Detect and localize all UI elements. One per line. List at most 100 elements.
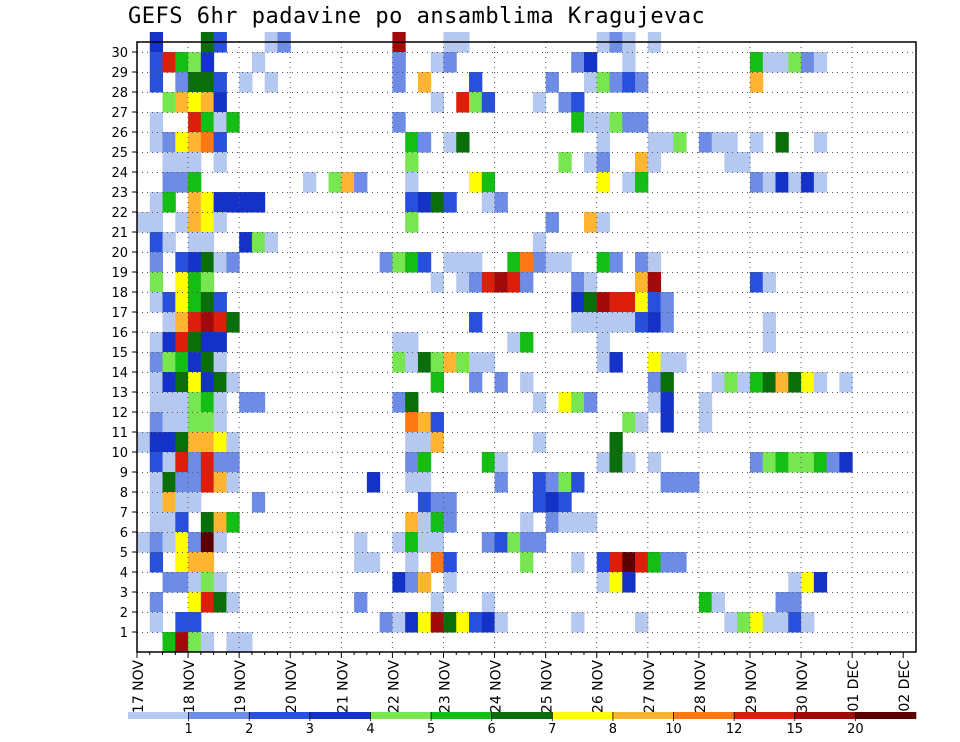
heatmap-cell: [200, 232, 215, 253]
heatmap-cell: [405, 452, 419, 473]
heatmap-cell: [200, 52, 215, 73]
heatmap-cell: [596, 292, 611, 313]
heatmap-cell: [175, 472, 189, 493]
heatmap-cell: [430, 412, 444, 433]
heatmap-cell: [571, 512, 585, 533]
heatmap-cell: [188, 332, 202, 353]
heatmap-cell: [813, 52, 828, 73]
heatmap-cell: [175, 252, 189, 273]
heatmap-cell: [188, 132, 202, 153]
heatmap-cell: [175, 512, 189, 533]
heatmap-cell: [149, 52, 164, 73]
heatmap-cell: [366, 472, 381, 493]
heatmap-cell: [596, 332, 611, 353]
heatmap-cell: [660, 292, 674, 313]
heatmap-cell: [698, 412, 713, 433]
legend-swatch: [188, 712, 250, 719]
legend-swatch: [794, 712, 856, 719]
heatmap-cell: [635, 72, 649, 93]
heatmap-cell: [520, 252, 534, 273]
heatmap-cell: [469, 372, 483, 393]
heatmap-cell: [366, 552, 381, 573]
heatmap-cell: [188, 492, 202, 513]
heatmap-cell: [622, 72, 636, 93]
heatmap-cell: [175, 92, 189, 113]
heatmap-cell: [188, 612, 202, 633]
heatmap-cell: [609, 432, 623, 453]
heatmap-cell: [801, 372, 815, 393]
heatmap-cell: [162, 512, 176, 533]
heatmap-cell: [788, 452, 802, 473]
heatmap-cell: [213, 472, 227, 493]
y-tick-label: 18: [111, 286, 128, 301]
heatmap-cell: [162, 132, 176, 153]
heatmap-cell: [673, 352, 687, 373]
heatmap-cell: [175, 152, 189, 173]
heatmap-cell: [494, 472, 508, 493]
x-tick-label: 28 NOV: [693, 660, 709, 714]
heatmap-cell: [213, 92, 227, 113]
heatmap-cell: [673, 552, 687, 573]
heatmap-cell: [251, 232, 266, 253]
legend-swatch: [249, 712, 311, 719]
heatmap-cell: [788, 592, 802, 613]
heatmap-cell: [175, 532, 189, 553]
x-tick-label: 18 NOV: [182, 660, 198, 714]
heatmap-cell: [469, 352, 483, 373]
heatmap-cell: [200, 72, 215, 93]
heatmap-cell: [571, 312, 585, 333]
heatmap-cell: [481, 192, 496, 213]
heatmap-cell: [583, 212, 598, 233]
heatmap-cell: [609, 112, 623, 133]
legend-swatch: [309, 712, 371, 719]
heatmap-cell: [430, 92, 444, 113]
heatmap-cell: [200, 532, 215, 553]
legend-swatch: [552, 712, 614, 719]
heatmap-cell: [417, 572, 432, 593]
heatmap-cell: [303, 172, 317, 193]
heatmap-cell: [149, 72, 164, 93]
y-tick-label: 16: [111, 326, 128, 341]
heatmap-cell: [545, 212, 559, 233]
heatmap-cell: [200, 552, 215, 573]
heatmap-cell: [417, 472, 432, 493]
heatmap-cell: [558, 512, 572, 533]
heatmap-cell: [456, 252, 470, 273]
legend-swatch: [855, 712, 917, 719]
heatmap-cell: [200, 252, 215, 273]
heatmap-cell: [635, 252, 649, 273]
heatmap-cell: [762, 272, 777, 293]
heatmap-cell: [226, 192, 240, 213]
heatmap-cell: [596, 352, 611, 373]
heatmap-cell: [647, 272, 662, 293]
heatmap-cell: [788, 172, 802, 193]
heatmap-cell: [264, 72, 278, 93]
y-tick-label: 19: [111, 266, 128, 281]
legend-label: 8: [609, 722, 617, 737]
x-tick-label: 29 NOV: [744, 660, 760, 714]
heatmap-cell: [647, 352, 662, 373]
heatmap-cell: [622, 172, 636, 193]
heatmap-cell: [405, 192, 419, 213]
heatmap-cell: [443, 352, 457, 373]
heatmap-cell: [622, 52, 636, 73]
heatmap-cell: [251, 192, 266, 213]
heatmap-cell: [392, 52, 406, 73]
heatmap-cell: [175, 632, 189, 653]
heatmap-cell: [507, 272, 521, 293]
heatmap-cell: [456, 92, 470, 113]
heatmap-cell: [430, 192, 444, 213]
heatmap-cell: [200, 572, 215, 593]
heatmap-cell: [609, 292, 623, 313]
heatmap-cell: [469, 252, 483, 273]
heatmap-cell: [175, 212, 189, 233]
y-tick-label: 3: [120, 586, 128, 601]
heatmap-cell: [162, 432, 176, 453]
heatmap-cell: [596, 552, 611, 573]
heatmap-cell: [481, 612, 496, 633]
heatmap-cell: [558, 392, 572, 413]
heatmap-cell: [200, 212, 215, 233]
heatmap-cell: [200, 472, 215, 493]
heatmap-cell: [430, 512, 444, 533]
heatmap-cell: [226, 432, 240, 453]
